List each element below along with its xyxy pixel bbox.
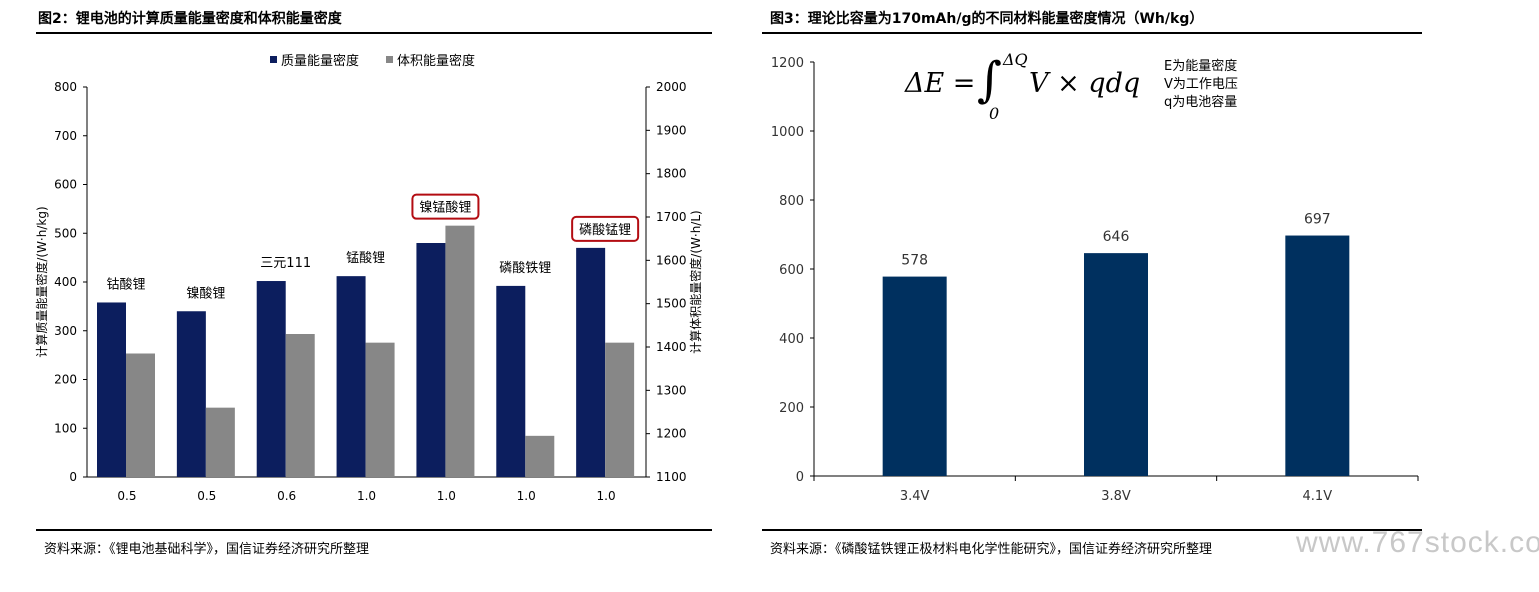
x-tick-label: 3.4V xyxy=(900,489,930,504)
y-tick-label: 0 xyxy=(796,470,804,485)
data-label: 646 xyxy=(1103,229,1130,245)
formula-lhs: ΔE = xyxy=(905,68,976,99)
formula-integral-sign: ∫ xyxy=(977,52,1003,108)
y-tick-label: 600 xyxy=(779,263,804,278)
y-right-tick-label: 1400 xyxy=(656,340,687,354)
formula-note: q为电池容量 xyxy=(1164,95,1238,110)
bar-volume-energy-density xyxy=(285,334,315,477)
y-right-tick-label: 1600 xyxy=(656,253,687,267)
x-tick-label: 4.1V xyxy=(1303,489,1333,504)
y-tick-label: 200 xyxy=(779,401,804,416)
left-source-note: 资料来源：《锂电池基础科学》，国信证券经济研究所整理 xyxy=(44,542,370,557)
bar-energy-density xyxy=(882,276,947,476)
bar-volume-energy-density xyxy=(365,342,395,477)
bar-mass-energy-density xyxy=(416,243,446,477)
x-tick-label: 3.8V xyxy=(1101,489,1131,504)
y-tick-label: 1000 xyxy=(771,125,804,140)
bar-mass-energy-density xyxy=(336,276,366,477)
y-tick-label: 600 xyxy=(54,178,77,192)
bar-volume-energy-density xyxy=(205,407,235,477)
left-chart-title: 图2：锂电池的计算质量能量密度和体积能量密度 xyxy=(38,11,342,27)
right-title-rule xyxy=(762,32,1422,34)
x-tick-label: 1.0 xyxy=(357,489,376,503)
y-tick-label: 700 xyxy=(54,129,77,143)
y-right-tick-label: 1200 xyxy=(656,427,687,441)
right-source-rule xyxy=(762,529,1422,531)
legend-label-mass: 质量能量密度 xyxy=(281,53,359,69)
category-label: 镍锰酸锂 xyxy=(419,201,471,216)
y-tick-label: 800 xyxy=(54,80,77,94)
x-tick-label: 1.0 xyxy=(437,489,456,503)
left-source-rule xyxy=(36,529,712,531)
y-right-tick-label: 1900 xyxy=(656,123,687,137)
category-label: 磷酸锰锂 xyxy=(579,223,631,238)
y-tick-label: 100 xyxy=(54,421,77,435)
bar-energy-density xyxy=(1285,235,1350,476)
y-right-tick-label: 1500 xyxy=(656,297,687,311)
y-tick-label: 400 xyxy=(779,332,804,347)
y-right-axis-title: 计算体积能量密度/(W·h/L) xyxy=(688,210,703,353)
y-tick-label: 500 xyxy=(54,226,77,240)
formula-upper-limit: ΔQ xyxy=(1003,50,1028,69)
x-tick-label: 1.0 xyxy=(517,489,536,503)
bar-volume-energy-density xyxy=(525,435,555,477)
highlight-box xyxy=(411,193,480,220)
energy-density-formula: ΔE = ∫ ΔQ 0 V × qdq xyxy=(905,50,1155,130)
category-label: 锰酸锂 xyxy=(346,251,385,266)
data-label: 578 xyxy=(901,253,928,269)
y-axis-title: 计算质量能量密度/(W·h/kg) xyxy=(34,206,49,357)
bar-mass-energy-density xyxy=(576,247,606,477)
category-label: 三元111 xyxy=(260,256,311,271)
y-tick-label: 0 xyxy=(69,470,77,484)
x-tick-label: 1.0 xyxy=(597,489,616,503)
bar-mass-energy-density xyxy=(496,285,526,477)
y-tick-label: 200 xyxy=(54,373,77,387)
legend-label-volume: 体积能量密度 xyxy=(397,53,475,69)
category-label: 钴酸锂 xyxy=(106,277,145,292)
y-right-tick-label: 1800 xyxy=(656,167,687,181)
x-tick-label: 0.5 xyxy=(197,489,216,503)
bar-volume-energy-density xyxy=(605,342,635,477)
bar-mass-energy-density xyxy=(176,311,206,477)
left-title-rule xyxy=(36,32,712,34)
right-chart-title: 图3：理论比容量为170mAh/g的不同材料能量密度情况（Wh/kg） xyxy=(770,11,1204,27)
legend-swatch-volume xyxy=(386,56,393,63)
category-label: 磷酸铁锂 xyxy=(499,261,551,276)
y-tick-label: 800 xyxy=(779,194,804,209)
formula-lower-limit: 0 xyxy=(989,104,1000,123)
bar-mass-energy-density xyxy=(256,281,286,477)
category-label: 镍酸锂 xyxy=(186,286,225,301)
bar-volume-energy-density xyxy=(126,353,155,477)
y-right-tick-label: 1100 xyxy=(656,470,687,484)
y-right-tick-label: 2000 xyxy=(656,80,687,94)
x-tick-label: 0.6 xyxy=(277,489,296,503)
y-tick-label: 1200 xyxy=(771,56,804,71)
y-tick-label: 300 xyxy=(54,324,77,338)
formula-rhs: V × qdq xyxy=(1029,68,1141,99)
bar-energy-density xyxy=(1084,253,1148,476)
right-source-note: 资料来源：《磷酸锰铁锂正极材料电化学性能研究》，国信证券经济研究所整理 xyxy=(770,542,1213,557)
y-right-tick-label: 1700 xyxy=(656,210,687,224)
left-bar-chart: 0 100 200 300 400 500 600 700 800 1100 1200 1300 140… xyxy=(34,53,703,503)
formula-note: V为工作电压 xyxy=(1164,77,1238,92)
formula-notes: E为能量密度 V为工作电压 q为电池容量 xyxy=(1164,58,1238,112)
y-tick-label: 400 xyxy=(54,275,77,289)
data-label: 697 xyxy=(1304,212,1331,228)
formula-note: E为能量密度 xyxy=(1164,59,1238,74)
bar-mass-energy-density xyxy=(97,302,126,477)
bar-volume-energy-density xyxy=(445,225,475,477)
watermark: www.767stock.com xyxy=(1296,526,1539,559)
highlight-box xyxy=(571,215,640,242)
y-right-tick-label: 1300 xyxy=(656,383,687,397)
legend-swatch-mass xyxy=(270,56,277,63)
x-tick-label: 0.5 xyxy=(117,489,136,503)
right-bar-chart: 0 200 400 600 800 1000 1200 578 3.4V 646 3.8V 697 4.… xyxy=(771,56,1419,504)
